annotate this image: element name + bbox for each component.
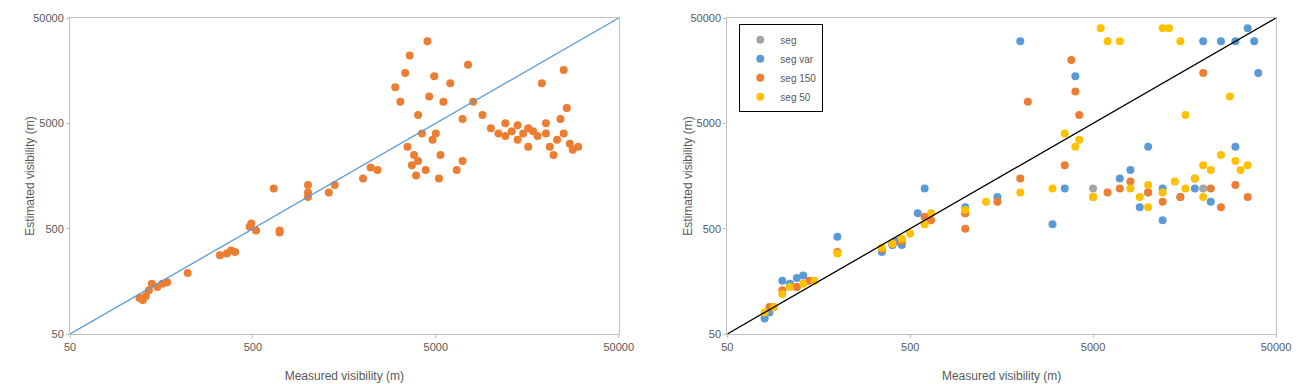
svg-text:Estimated visibility (m): Estimated visibility (m) [681, 116, 695, 235]
svg-text:50: 50 [52, 328, 64, 340]
svg-text:50000: 50000 [690, 12, 721, 24]
svg-text:500: 500 [45, 223, 63, 235]
svg-text:50: 50 [721, 341, 733, 353]
svg-text:5000: 5000 [697, 117, 721, 129]
svg-text:Estimated visibility (m): Estimated visibility (m) [23, 116, 37, 235]
svg-text:500: 500 [703, 223, 721, 235]
svg-text:50000: 50000 [1261, 341, 1292, 353]
svg-text:50: 50 [709, 328, 721, 340]
svg-text:500: 500 [901, 341, 919, 353]
svg-text:seg 50: seg 50 [780, 92, 810, 103]
svg-text:Measured visibility (m): Measured visibility (m) [942, 369, 1061, 383]
svg-text:Measured visibility (m): Measured visibility (m) [285, 369, 404, 383]
svg-text:seg var: seg var [780, 54, 813, 65]
svg-text:5000: 5000 [1081, 341, 1105, 353]
svg-text:500: 500 [244, 341, 262, 353]
svg-text:5000: 5000 [424, 341, 448, 353]
svg-text:seg: seg [780, 35, 796, 46]
svg-text:50: 50 [64, 341, 76, 353]
svg-text:50000: 50000 [603, 341, 634, 353]
svg-text:5000: 5000 [39, 117, 63, 129]
svg-text:seg 150: seg 150 [780, 73, 816, 84]
svg-text:50000: 50000 [33, 12, 64, 24]
